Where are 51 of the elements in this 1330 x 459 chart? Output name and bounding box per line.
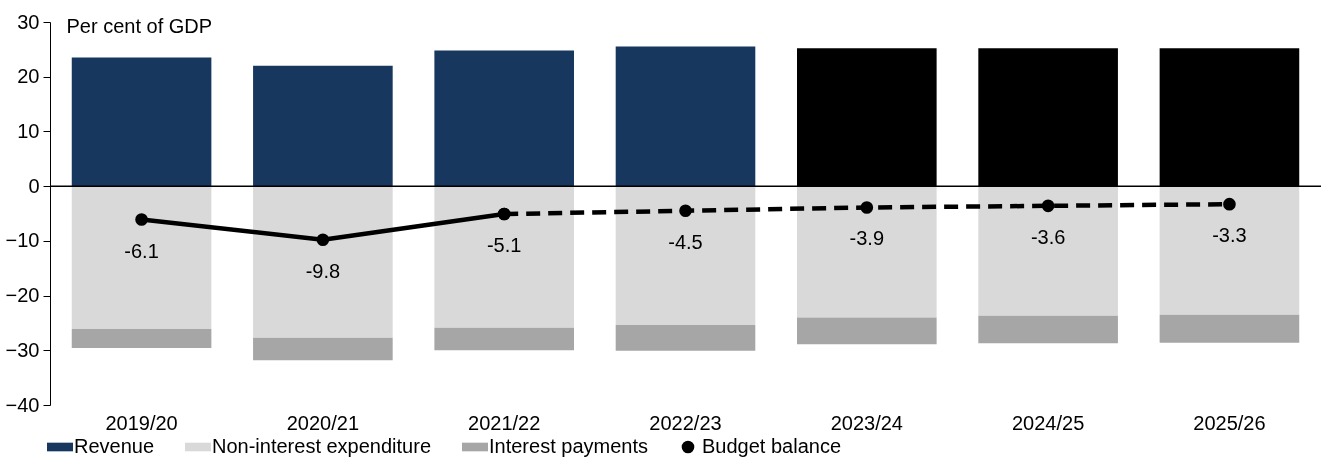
data-label: -6.1 xyxy=(124,239,159,262)
bar xyxy=(434,327,574,351)
point xyxy=(1041,199,1055,213)
y-tick-label: −20 xyxy=(5,284,40,307)
y-tick-label: −40 xyxy=(5,393,40,416)
bar xyxy=(1159,314,1300,343)
x-tick-label: 2023/24 xyxy=(830,411,903,434)
point xyxy=(497,207,511,221)
x-tick-label: 2022/23 xyxy=(649,411,722,434)
bar xyxy=(797,186,937,318)
bar xyxy=(1159,186,1300,315)
data-label: -4.5 xyxy=(668,230,703,253)
bar xyxy=(253,65,393,187)
bar xyxy=(71,186,212,329)
data-label: -3.3 xyxy=(1212,224,1247,247)
point xyxy=(1223,197,1236,211)
legend-label: Interest payments xyxy=(489,435,648,457)
y-axis-title: Per cent of GDP xyxy=(66,14,213,37)
point xyxy=(135,213,148,226)
y-tick-label: 10 xyxy=(17,119,40,142)
point xyxy=(679,204,692,218)
y-tick-label: 30 xyxy=(17,10,40,33)
bar xyxy=(434,50,574,187)
x-tick-label: 2019/20 xyxy=(105,411,178,434)
x-tick-label: 2021/22 xyxy=(468,411,541,434)
bar xyxy=(797,317,937,345)
y-tick-label: −30 xyxy=(5,338,40,361)
bar xyxy=(978,186,1118,316)
bar xyxy=(615,46,756,187)
x-tick-label: 2020/21 xyxy=(286,411,360,434)
bar xyxy=(615,325,756,351)
point xyxy=(316,233,330,247)
bar xyxy=(434,186,574,328)
data-label: -3.9 xyxy=(849,227,885,250)
legend-label: Non-interest expenditure xyxy=(212,435,432,457)
x-tick-label: 2024/25 xyxy=(1011,411,1085,434)
bar xyxy=(978,315,1118,344)
bar xyxy=(253,337,393,361)
x-tick-label: 2025/26 xyxy=(1193,411,1266,434)
bar xyxy=(71,57,212,187)
legend-label: Revenue xyxy=(74,435,155,457)
data-label: -5.1 xyxy=(486,234,522,257)
y-tick-label: −10 xyxy=(5,229,40,252)
legend-label: Budget balance xyxy=(702,435,842,457)
point xyxy=(860,201,874,214)
y-tick-label: 0 xyxy=(28,174,40,197)
data-label: -3.6 xyxy=(1030,225,1066,248)
bar xyxy=(71,328,212,349)
y-tick-label: 20 xyxy=(17,65,40,88)
bar xyxy=(615,186,756,326)
data-label: -9.8 xyxy=(305,259,341,282)
